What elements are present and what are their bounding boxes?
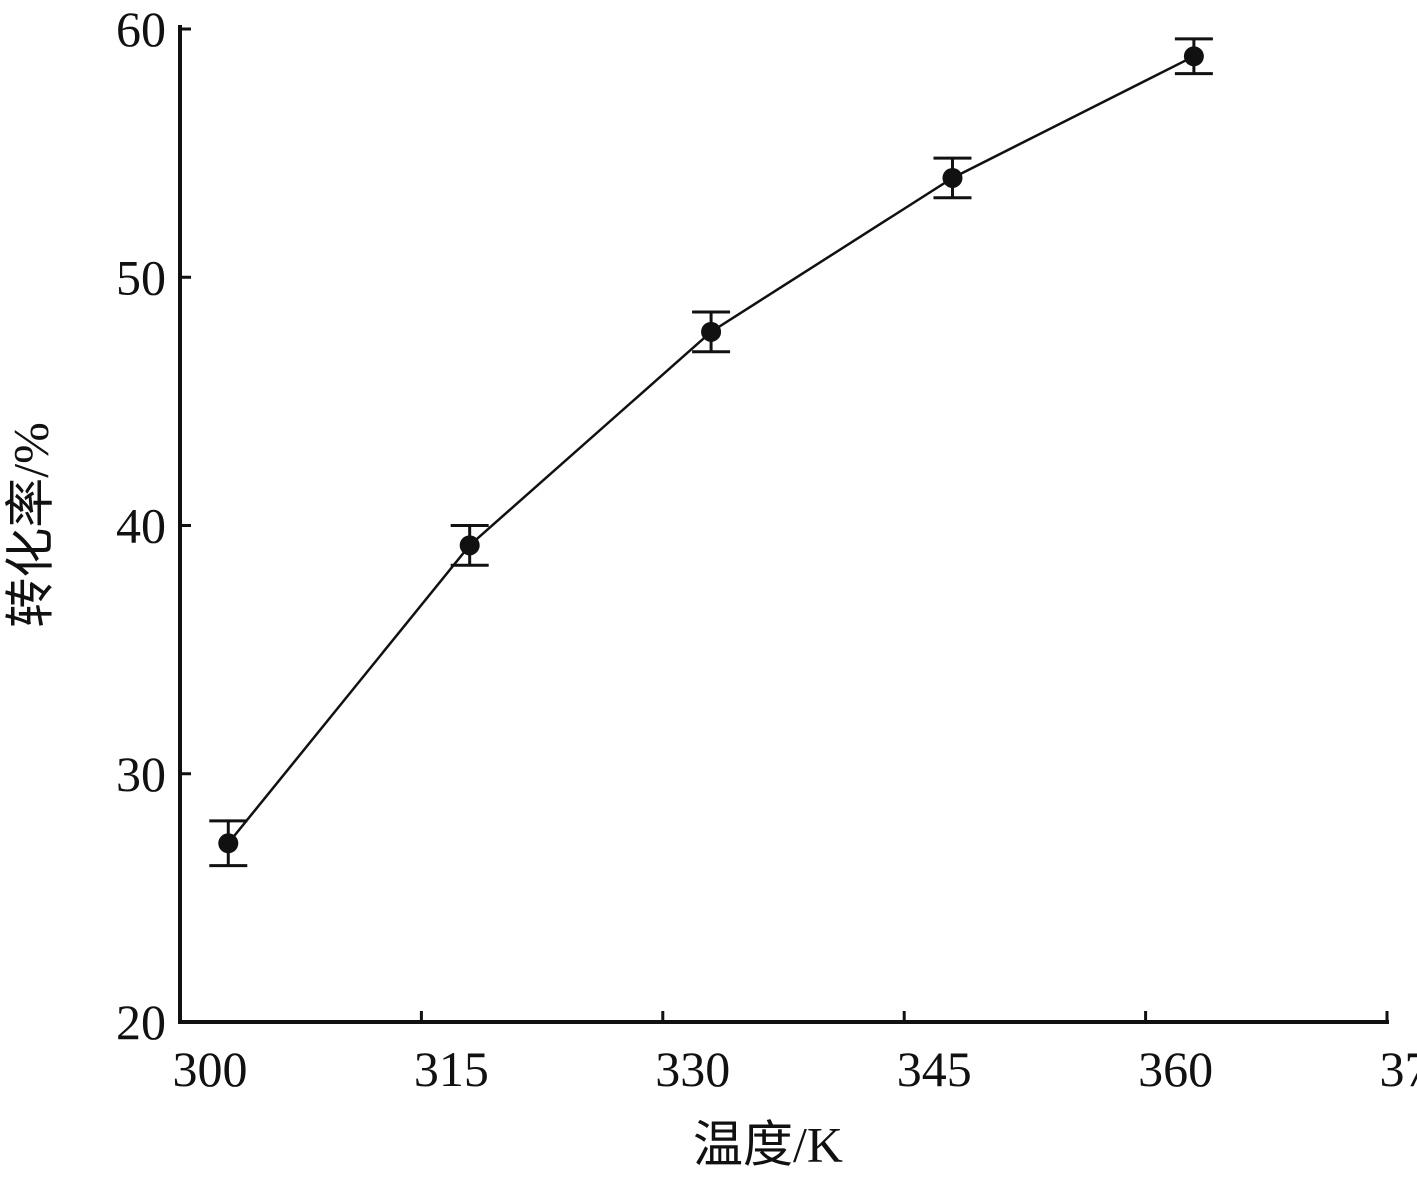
x-tick-label: 315 xyxy=(414,1041,489,1097)
data-point xyxy=(942,167,963,188)
x-tick-label: 375 xyxy=(1380,1041,1417,1097)
y-tick-label: 30 xyxy=(116,746,166,802)
x-axis-label: 温度/K xyxy=(693,1116,843,1172)
x-tick-label: 300 xyxy=(173,1041,248,1097)
y-tick-label: 40 xyxy=(116,498,166,554)
y-tick-label: 50 xyxy=(116,249,166,305)
x-tick-label: 345 xyxy=(897,1041,972,1097)
y-tick-label: 60 xyxy=(116,1,166,57)
y-tick-label: 20 xyxy=(116,994,166,1050)
data-point xyxy=(1183,46,1204,67)
data-point xyxy=(459,535,480,556)
data-point xyxy=(701,321,722,342)
x-tick-label: 360 xyxy=(1138,1041,1213,1097)
y-axis-label: 转化率/% xyxy=(2,422,58,628)
x-tick-label: 330 xyxy=(655,1041,730,1097)
data-line xyxy=(227,55,1195,845)
data-point xyxy=(218,833,239,854)
